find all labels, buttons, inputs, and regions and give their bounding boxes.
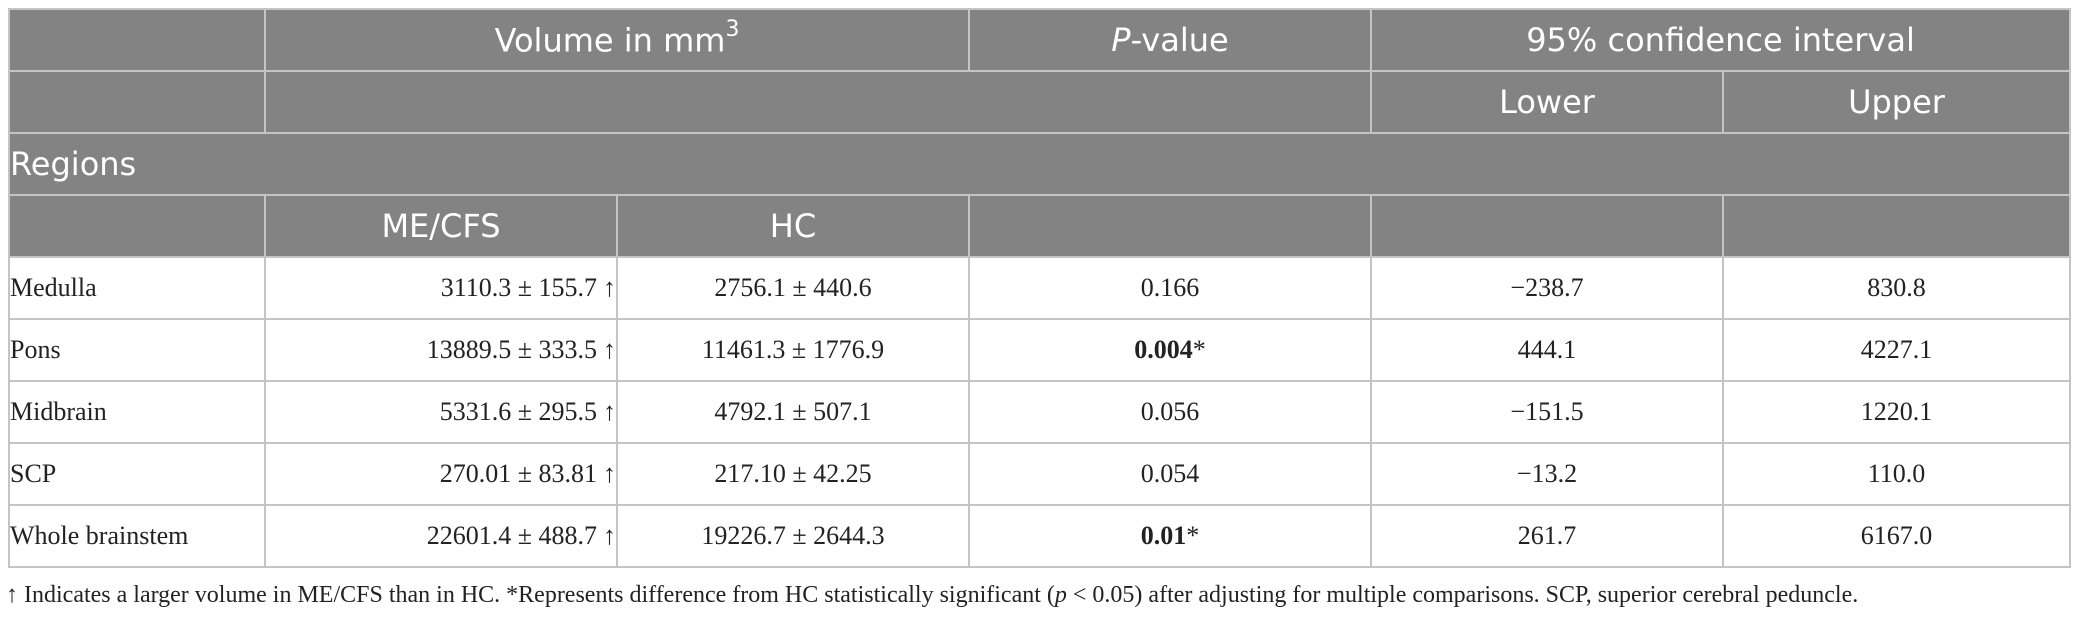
p-value-cell: 0.166 (968, 256, 1372, 320)
header-empty-cell (8, 70, 266, 134)
p-value-header: P-value (968, 8, 1372, 72)
header-row-3: Regions (7, 132, 2072, 196)
table-row: Whole brainstem 22601.4 ± 488.7 ↑ 19226.7… (8, 504, 2072, 568)
header-empty-cell (8, 194, 266, 258)
region-cell: Midbrain (8, 380, 266, 444)
mecfs-cell: 22601.4 ± 488.7 ↑ (264, 504, 618, 568)
lower-cell: 444.1 (1370, 318, 1724, 382)
header-empty-cell (264, 70, 1372, 134)
p-value-cell: 0.056 (968, 380, 1372, 444)
hc-cell: 4792.1 ± 507.1 (616, 380, 970, 444)
up-arrow-icon: ↑ (603, 273, 616, 302)
lower-cell: −151.5 (1370, 380, 1724, 444)
p-value-cell: 0.01* (968, 504, 1372, 568)
header-row-4: ME/CFS HC (8, 194, 2072, 258)
upper-cell: 6167.0 (1721, 504, 2072, 568)
results-table: Volume in mm3 P-value 95% confidence int… (7, 8, 2072, 568)
table-row: Medulla 3110.3 ± 155.7 ↑ 2756.1 ± 440.6 0… (8, 256, 2072, 320)
p-value-cell: 0.054 (968, 442, 1372, 506)
header-row-2: Lower Upper (8, 70, 2072, 134)
lower-cell: 261.7 (1370, 504, 1724, 568)
mecfs-cell: 13889.5 ± 333.5 ↑ (264, 318, 618, 382)
header-empty-cell (8, 8, 266, 72)
region-cell: Medulla (8, 256, 266, 320)
upper-header: Upper (1721, 70, 2072, 134)
mecfs-header: ME/CFS (264, 194, 618, 258)
lower-cell: −238.7 (1370, 256, 1724, 320)
regions-header: Regions (7, 132, 2072, 196)
upper-cell: 4227.1 (1721, 318, 2072, 382)
region-cell: Whole brainstem (8, 504, 266, 568)
region-cell: Pons (8, 318, 266, 382)
up-arrow-icon: ↑ (603, 397, 616, 426)
hc-cell: 19226.7 ± 2644.3 (616, 504, 970, 568)
hc-cell: 217.10 ± 42.25 (616, 442, 970, 506)
mecfs-cell: 3110.3 ± 155.7 ↑ (264, 256, 618, 320)
region-cell: SCP (8, 442, 266, 506)
lower-header: Lower (1370, 70, 1724, 134)
hc-cell: 11461.3 ± 1776.9 (616, 318, 970, 382)
table-row: Pons 13889.5 ± 333.5 ↑ 11461.3 ± 1776.9 0… (8, 318, 2072, 382)
p-value-cell: 0.004* (968, 318, 1372, 382)
header-empty-cell (1370, 194, 1724, 258)
mecfs-cell: 270.01 ± 83.81 ↑ (264, 442, 618, 506)
lower-cell: −13.2 (1370, 442, 1724, 506)
volume-header: Volume in mm3 (264, 8, 970, 72)
ci-header: 95% confidence interval (1369, 8, 2072, 72)
up-arrow-icon: ↑ (603, 335, 616, 364)
table-row: Midbrain 5331.6 ± 295.5 ↑ 4792.1 ± 507.1 … (8, 380, 2072, 444)
header-row-1: Volume in mm3 P-value 95% confidence int… (8, 8, 2072, 72)
upper-cell: 1220.1 (1721, 380, 2072, 444)
table-row: SCP 270.01 ± 83.81 ↑ 217.10 ± 42.25 0.054… (8, 442, 2072, 506)
header-empty-cell (968, 194, 1372, 258)
hc-cell: 2756.1 ± 440.6 (616, 256, 970, 320)
upper-cell: 830.8 (1721, 256, 2072, 320)
hc-header: HC (616, 194, 970, 258)
table-footnote: ↑ Indicates a larger volume in ME/CFS th… (6, 582, 1859, 608)
up-arrow-icon: ↑ (603, 459, 616, 488)
up-arrow-icon: ↑ (603, 521, 616, 550)
header-empty-cell (1721, 194, 2072, 258)
upper-cell: 110.0 (1721, 442, 2072, 506)
mecfs-cell: 5331.6 ± 295.5 ↑ (264, 380, 618, 444)
